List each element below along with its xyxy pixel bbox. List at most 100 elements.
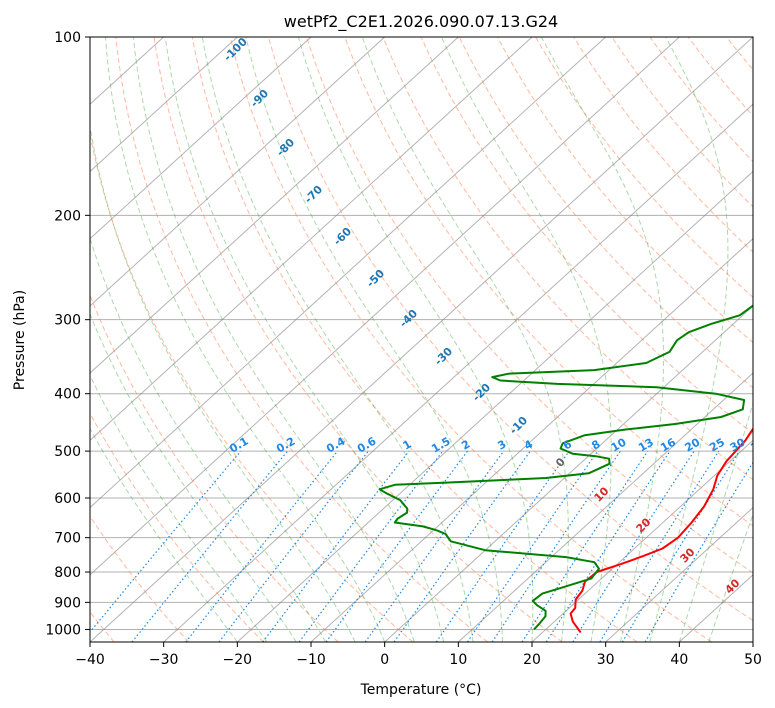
mixing-ratio-label: 16 bbox=[658, 435, 678, 454]
dry-adiabat-line bbox=[306, 37, 753, 574]
dry-adiabat-label: 30 bbox=[678, 545, 698, 565]
dry-adiabat-line bbox=[687, 37, 753, 117]
moist-adiabat-line bbox=[90, 374, 268, 642]
dry-adiabat-line bbox=[268, 37, 753, 622]
mixing-ratio-label: 0.2 bbox=[274, 435, 297, 456]
mixing-ratio-line bbox=[185, 450, 339, 642]
x-tick-label: 0 bbox=[380, 652, 389, 668]
y-tick-label: 500 bbox=[54, 444, 81, 460]
moist-adiabat-label: -90 bbox=[248, 87, 271, 110]
x-axis-label: Temperature (°C) bbox=[360, 682, 482, 698]
series-layer bbox=[378, 304, 753, 634]
mixing-ratio-line bbox=[218, 450, 369, 642]
dry-adiabat-line bbox=[420, 37, 753, 435]
mixing-ratio-line bbox=[572, 450, 695, 642]
y-axis: 100 200 300 400 500 600 700 800 900 1000 bbox=[45, 30, 90, 638]
moist-adiabat-line bbox=[164, 37, 445, 642]
moist-adiabat-line bbox=[540, 37, 664, 642]
mixing-ratio-label: 0.1 bbox=[227, 435, 250, 456]
mixing-ratio-label: 25 bbox=[707, 436, 727, 455]
moist-adiabat-label: -20 bbox=[470, 381, 493, 404]
mixing-ratio-line bbox=[393, 450, 531, 642]
isotherm-line bbox=[236, 170, 753, 642]
dry-adiabat-line bbox=[496, 37, 753, 344]
moist-adiabat-line bbox=[245, 37, 503, 642]
dry-adiabat-line bbox=[765, 37, 775, 642]
y-tick-label: 1000 bbox=[45, 622, 81, 638]
isotherm-line bbox=[90, 37, 312, 240]
isotherm-line bbox=[90, 37, 459, 374]
x-tick-label: −40 bbox=[75, 652, 105, 668]
dewpoint-profile bbox=[378, 304, 753, 631]
plot-frame bbox=[89, 36, 754, 643]
y-tick-label: 900 bbox=[54, 595, 81, 611]
isotherm-line bbox=[384, 305, 753, 642]
mixing-ratio-line bbox=[364, 450, 505, 642]
x-tick-label: 50 bbox=[744, 652, 762, 668]
isotherm-line bbox=[752, 641, 753, 642]
moist-adiabat-label: -60 bbox=[331, 225, 354, 248]
dry-adiabat-line bbox=[90, 131, 414, 642]
y-tick-label: 400 bbox=[54, 387, 81, 403]
dry-adiabat-label: 10 bbox=[592, 484, 612, 504]
moist-adiabat-line bbox=[201, 37, 474, 642]
isotherm-line bbox=[605, 506, 753, 642]
line-labels: 0.1 0.2 0.4 0.6 1 1.5 2 3 4 6 8 10 13 16 20 25 30 36-100-… bbox=[221, 37, 753, 597]
background-lines bbox=[90, 37, 775, 642]
isotherm-line bbox=[90, 37, 533, 442]
dry-adiabat-line bbox=[535, 37, 753, 298]
dry-adiabat-line bbox=[458, 37, 753, 389]
y-tick-label: 200 bbox=[54, 208, 81, 224]
mixing-ratio-line bbox=[644, 461, 753, 642]
x-axis: −40 −30 −20 −10 0 10 20 30 40 50 bbox=[75, 642, 762, 668]
x-tick-label: −20 bbox=[223, 652, 253, 668]
moist-adiabat-line bbox=[708, 513, 753, 642]
x-tick-label: −30 bbox=[149, 652, 179, 668]
dry-adiabat-line bbox=[90, 293, 339, 642]
y-tick-label: 600 bbox=[54, 491, 81, 507]
y-axis-label: Pressure (hPa) bbox=[12, 290, 28, 390]
dry-adiabat-line bbox=[382, 37, 753, 481]
moist-adiabat-line bbox=[90, 427, 238, 642]
isotherm-line bbox=[90, 37, 680, 576]
y-tick-label: 300 bbox=[54, 313, 81, 329]
isotherm-line bbox=[163, 103, 753, 642]
moist-adiabat-line bbox=[105, 37, 386, 642]
mixing-ratio-label: 10 bbox=[609, 435, 629, 454]
isotherm-line bbox=[457, 372, 753, 642]
mixing-ratio-line bbox=[545, 450, 671, 642]
dry-adiabat-label: 0 bbox=[553, 455, 568, 470]
moist-adiabat-label: -10 bbox=[507, 414, 530, 437]
isotherm-line bbox=[90, 37, 753, 642]
mixing-ratio-label: 3 bbox=[495, 438, 508, 453]
mixing-ratio-label: 0.4 bbox=[324, 434, 348, 455]
mixing-ratio-line bbox=[325, 450, 468, 642]
moist-adiabat-line bbox=[90, 312, 297, 642]
mixing-ratio-label: 1 bbox=[401, 438, 414, 453]
mixing-ratio-label: 13 bbox=[636, 436, 656, 455]
dry-adiabat-line bbox=[90, 515, 190, 642]
x-tick-label: 30 bbox=[597, 652, 615, 668]
moist-adiabat-line bbox=[90, 123, 356, 642]
dry-adiabat-line bbox=[649, 37, 753, 163]
mixing-ratio-label: 30 bbox=[728, 435, 748, 454]
chart-title: wetPf2_C2E1.2026.090.07.13.G24 bbox=[284, 12, 558, 32]
dry-adiabat-line bbox=[115, 37, 488, 642]
mixing-ratio-line bbox=[262, 450, 410, 642]
moist-adiabat-label: -40 bbox=[397, 307, 420, 330]
moist-adiabat-line bbox=[361, 37, 569, 642]
isotherm-line bbox=[531, 439, 753, 642]
mixing-ratio-label: 1.5 bbox=[429, 435, 452, 456]
x-tick-label: 40 bbox=[670, 652, 688, 668]
moist-adiabat-line bbox=[90, 236, 327, 642]
mixing-ratio-line bbox=[466, 450, 599, 642]
moist-adiabat-line bbox=[132, 37, 415, 642]
isotherm-line bbox=[90, 37, 386, 307]
isotherm-line bbox=[90, 37, 238, 173]
y-tick-label: 700 bbox=[54, 531, 81, 547]
x-tick-label: 20 bbox=[523, 652, 541, 668]
mixing-ratio-line bbox=[621, 450, 740, 642]
mixing-ratio-line bbox=[298, 450, 444, 642]
dry-adiabat-line bbox=[229, 37, 712, 642]
